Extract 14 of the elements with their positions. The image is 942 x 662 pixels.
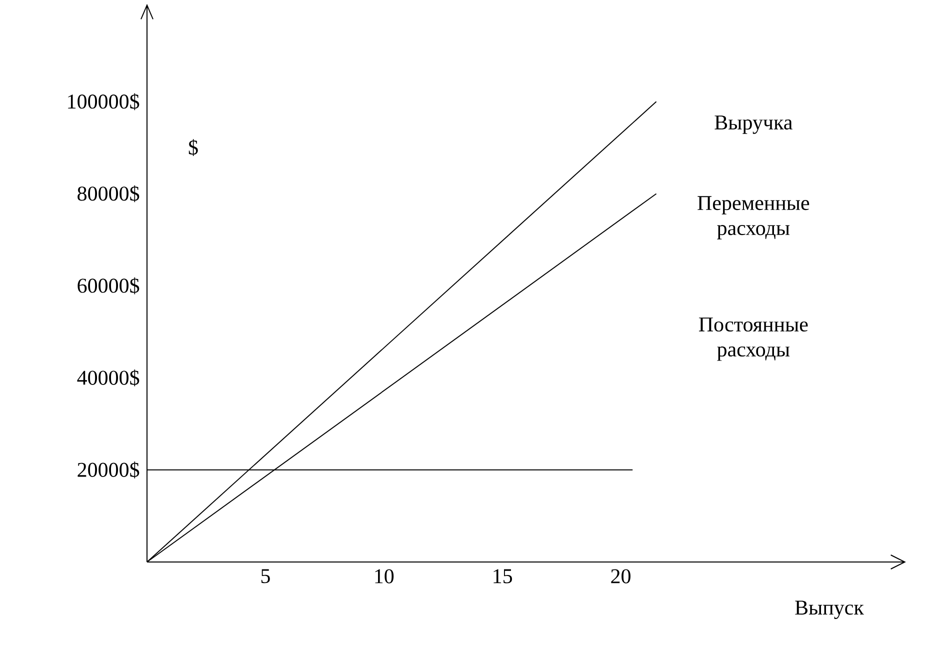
x-tick-label: 10	[375, 569, 394, 584]
text: Выручка	[714, 116, 792, 134]
y-tick-label: 80000$	[78, 185, 140, 202]
x-axis-title: Выпуск	[795, 600, 864, 620]
y-tick-label: 40000$	[77, 369, 140, 386]
y-axis-title: $	[188, 139, 198, 156]
x-tick-label: 15	[494, 569, 512, 584]
y-tick-label: 20000$	[78, 462, 140, 478]
x-tick-label: 5	[261, 569, 270, 584]
y-tick-label: 60000$	[78, 277, 140, 294]
text: Постоянные расходы	[698, 318, 808, 361]
series-label: Переменные расходы	[698, 196, 810, 240]
y-tick-label: 100000$	[68, 93, 140, 110]
x-tick-label: 20	[611, 569, 630, 584]
